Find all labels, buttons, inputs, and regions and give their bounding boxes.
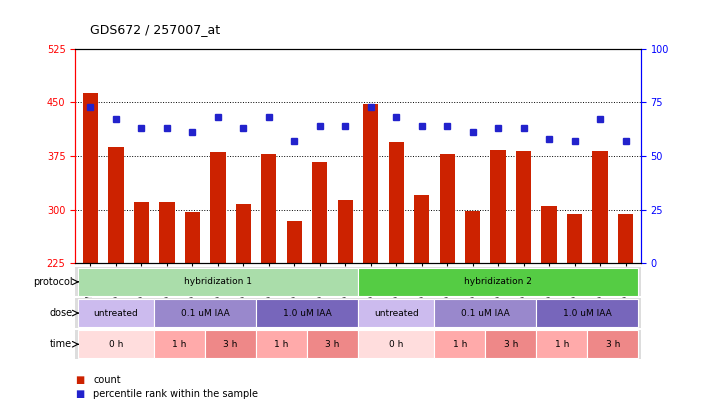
Text: 1 h: 1 h (274, 340, 289, 349)
Bar (435, 330, 485, 358)
Text: ■: ■ (75, 375, 84, 385)
Text: untreated: untreated (374, 309, 419, 318)
Bar (536, 330, 587, 358)
Text: 3 h: 3 h (325, 340, 339, 349)
Text: 1 h: 1 h (453, 340, 467, 349)
Bar (485, 330, 536, 358)
Text: 0.1 uM IAA: 0.1 uM IAA (180, 309, 230, 318)
Text: 1 h: 1 h (173, 340, 187, 349)
Text: 3 h: 3 h (606, 340, 620, 349)
Bar (78, 299, 154, 327)
Text: dose: dose (49, 308, 72, 318)
Bar (154, 299, 256, 327)
Bar (516, 151, 531, 263)
Bar (159, 202, 175, 263)
Bar (261, 154, 276, 263)
Bar (414, 195, 430, 263)
Bar (154, 330, 205, 358)
Text: 0 h: 0 h (109, 340, 123, 349)
Bar (363, 104, 378, 263)
Bar (108, 147, 124, 263)
Bar (389, 142, 404, 263)
Text: 3 h: 3 h (223, 340, 238, 349)
Text: GDS672 / 257007_at: GDS672 / 257007_at (90, 23, 220, 36)
Bar (286, 221, 302, 263)
Bar (440, 154, 455, 263)
Bar (338, 200, 353, 263)
Text: time: time (50, 339, 72, 349)
Text: 1.0 uM IAA: 1.0 uM IAA (283, 309, 332, 318)
Bar (536, 299, 638, 327)
Text: 0 h: 0 h (389, 340, 403, 349)
Bar (78, 268, 358, 296)
Bar (567, 214, 582, 263)
Bar (185, 212, 200, 263)
Bar (78, 330, 154, 358)
Bar (592, 151, 608, 263)
Bar (587, 330, 638, 358)
Text: hybridization 1: hybridization 1 (184, 277, 252, 286)
Bar (358, 330, 435, 358)
Bar (205, 330, 256, 358)
Bar (256, 330, 307, 358)
Bar (134, 202, 149, 263)
Bar (435, 299, 536, 327)
Text: protocol: protocol (33, 277, 72, 287)
Bar (465, 211, 480, 263)
Text: 0.1 uM IAA: 0.1 uM IAA (461, 309, 510, 318)
Bar (211, 152, 226, 263)
Bar (618, 214, 633, 263)
Text: 1.0 uM IAA: 1.0 uM IAA (563, 309, 611, 318)
Bar (83, 93, 98, 263)
Bar (541, 206, 557, 263)
Text: percentile rank within the sample: percentile rank within the sample (93, 389, 258, 399)
Text: 1 h: 1 h (555, 340, 569, 349)
Bar (358, 299, 435, 327)
Bar (312, 162, 327, 263)
Text: hybridization 2: hybridization 2 (464, 277, 532, 286)
Bar (358, 268, 638, 296)
Text: 3 h: 3 h (503, 340, 518, 349)
Bar (236, 204, 251, 263)
Bar (490, 150, 505, 263)
Text: count: count (93, 375, 121, 385)
Text: untreated: untreated (94, 309, 138, 318)
Bar (256, 299, 358, 327)
Bar (307, 330, 358, 358)
Text: ■: ■ (75, 389, 84, 399)
